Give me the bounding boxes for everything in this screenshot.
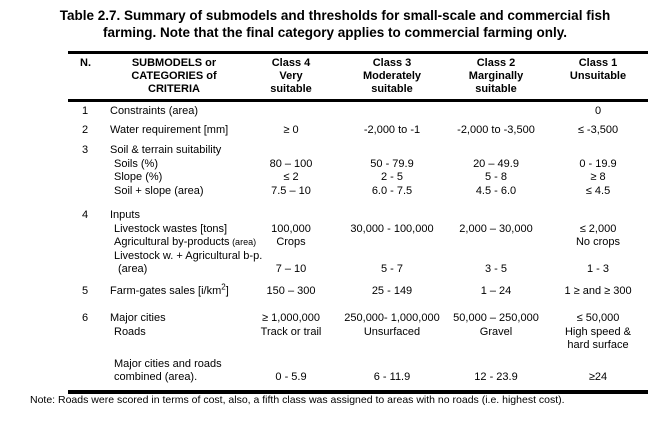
- cell-value: -2,000 to -3,500: [457, 123, 535, 136]
- superscript: 2: [221, 281, 226, 291]
- row-label: Slope (%): [114, 171, 163, 183]
- cell-value: 2,000 – 30,000: [459, 222, 533, 235]
- cell-value: 80 – 100: [269, 157, 313, 170]
- row-number: 6: [82, 312, 89, 324]
- cell-value: 30,000 - 100,000: [350, 222, 434, 235]
- table-row: Roads Track or trail Unsurfaced Gravel High …: [68, 326, 648, 353]
- header-cell-class4: Class 4 Very suitable: [270, 57, 312, 95]
- cell-value: 100,000: [271, 222, 311, 235]
- cell-value: 6 - 11.9: [373, 371, 411, 383]
- data-table: N. SUBMODELS or CATEGORIES of CRITERIA C…: [68, 51, 648, 394]
- table-note: Note: Roads were scored in terms of cost…: [30, 394, 565, 406]
- row-label: Soils (%): [114, 157, 159, 170]
- cell-value: 20 – 49.9: [473, 157, 519, 170]
- row-label: Water requirement [mm]: [110, 123, 229, 136]
- page-title: Table 2.7. Summary of submodels and thre…: [59, 8, 611, 40]
- row-label: Soil & terrain suitability: [110, 144, 222, 156]
- row-number: 4: [82, 209, 89, 221]
- cell-value: ≤ 4.5: [585, 184, 611, 197]
- row-number: 5: [82, 284, 89, 297]
- table-row: (area) 7 – 10 5 - 7 3 - 5 1 - 3: [68, 263, 648, 277]
- cell-value: ≥ 8: [590, 171, 606, 183]
- cell-value: Gravel: [479, 325, 513, 338]
- row-number: 2: [82, 123, 89, 136]
- cell-value: 0 - 5.9: [275, 371, 307, 383]
- row-label: Agricultural by-products (area): [114, 236, 257, 248]
- cell-value: ≥24: [588, 371, 608, 383]
- table-row: 1 Constraints (area) 0: [68, 105, 648, 119]
- table-body: 1 Constraints (area) 0 2 Water requirement […: [68, 102, 648, 394]
- cell-value: -2,000 to -1: [363, 123, 421, 136]
- row-label: Roads: [114, 325, 146, 338]
- table-row: Soil + slope (area) 7.5 – 10 6.0 - 7.5 4.5 …: [68, 185, 648, 199]
- table-row: 5 Farm-gates sales [i/km2] 150 – 300 25 - 1…: [68, 281, 648, 299]
- table-row: combined (area). 0 - 5.9 6 - 11.9 12 - 23.9…: [68, 371, 648, 385]
- row-label: Inputs: [110, 209, 140, 221]
- cell-value: 150 – 300: [266, 284, 316, 297]
- cell-value: 1 ≥ and ≥ 300: [564, 284, 632, 297]
- row-label: combined (area).: [114, 371, 198, 383]
- header-cell-number: N.: [80, 57, 91, 69]
- cell-value: 7 – 10: [275, 263, 307, 275]
- cell-value: 0: [594, 105, 602, 117]
- table-row: Livestock w. + Agricultural b-p.: [68, 250, 648, 264]
- cell-value: 7.5 – 10: [271, 184, 311, 197]
- cell-value: 1 – 24: [480, 284, 512, 297]
- cell-value: ≤ 2,000: [579, 222, 617, 235]
- cell-value: 3 - 5: [484, 263, 507, 275]
- table-row: Livestock wastes [tons] 100,000 30,000 - 1…: [68, 223, 648, 237]
- cell-value: 4.5 - 6.0: [475, 184, 517, 197]
- table-row: Slope (%) ≤ 2 2 - 5 5 - 8 ≥ 8: [68, 171, 648, 185]
- cell-value: ≤ 50,000: [576, 312, 620, 324]
- cell-value: 50 - 79.9: [370, 157, 414, 170]
- cell-value: High speed & hard surface: [564, 325, 632, 352]
- cell-value: Unsurfaced: [363, 325, 421, 338]
- cell-value: No crops: [575, 236, 621, 248]
- cell-value: 250,000- 1,000,000: [344, 312, 440, 324]
- cell-value: 1 - 3: [586, 263, 609, 275]
- cell-value: ≤ -3,500: [577, 123, 619, 136]
- row-number: 3: [82, 144, 89, 156]
- table-row: 2 Water requirement [mm] ≥ 0 -2,000 to -1 -2…: [68, 124, 648, 138]
- row-label: Major cities: [110, 312, 166, 324]
- row-number: 1: [82, 105, 89, 117]
- cell-value: 6.0 - 7.5: [371, 184, 413, 197]
- row-label: Major cities and roads: [114, 357, 222, 370]
- cell-value: Track or trail: [260, 325, 322, 338]
- cell-value: 2 - 5: [380, 171, 403, 183]
- cell-value: 5 - 7: [380, 263, 403, 275]
- row-label: (area): [118, 263, 148, 275]
- header-cell-class1: Class 1 Unsuitable: [569, 57, 627, 82]
- cell-value: 50,000 – 250,000: [453, 312, 539, 324]
- cell-value: 5 - 8: [484, 171, 507, 183]
- table-row: Soils (%) 80 – 100 50 - 79.9 20 – 49.9 0 - 1…: [68, 158, 648, 172]
- row-label: Livestock w. + Agricultural b-p.: [114, 249, 263, 262]
- table-row: 3 Soil & terrain suitability: [68, 144, 648, 158]
- row-label: Soil + slope (area): [114, 184, 204, 197]
- row-label: Farm-gates sales [i/km2]: [110, 281, 229, 297]
- cell-value: Crops: [276, 236, 306, 248]
- cell-value: 0 - 19.9: [579, 157, 617, 170]
- cell-value: 25 - 149: [371, 284, 413, 297]
- table-row: 4 Inputs: [68, 209, 648, 223]
- row-label-small: (area): [229, 237, 257, 247]
- table-row: Agricultural by-products (area) Crops No c…: [68, 236, 648, 250]
- row-label: Livestock wastes [tons]: [114, 222, 228, 235]
- table-row: Major cities and roads: [68, 358, 648, 372]
- header-cell-criteria: SUBMODELS or CATEGORIES of CRITERIA: [131, 57, 217, 95]
- cell-value: ≥ 0: [283, 123, 299, 136]
- cell-value: ≤ 2: [283, 171, 299, 183]
- header-cell-class3: Class 3 Moderately suitable: [362, 57, 422, 95]
- cell-value: ≥ 1,000,000: [261, 312, 321, 324]
- table-header: N. SUBMODELS or CATEGORIES of CRITERIA C…: [68, 51, 648, 102]
- row-label: Constraints (area): [110, 105, 199, 117]
- table-row: 6 Major cities ≥ 1,000,000 250,000- 1,000,0…: [68, 312, 648, 326]
- header-cell-class2: Class 2 Marginally suitable: [468, 57, 524, 95]
- cell-value: 12 - 23.9: [474, 371, 518, 383]
